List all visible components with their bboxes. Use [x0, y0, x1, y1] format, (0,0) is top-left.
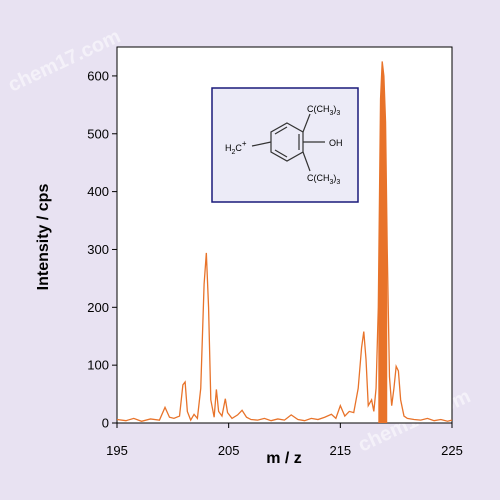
methylene-cation-label: H2C+: [225, 139, 247, 156]
x-tick-label: 205: [218, 443, 240, 458]
y-axis-title: Intensity / cps: [35, 184, 52, 291]
hydroxyl-label: OH: [329, 138, 343, 148]
benzene-ring: [251, 113, 325, 172]
inset-frame: [211, 87, 359, 203]
x-tick-label: 225: [441, 443, 463, 458]
y-tick-label: 400: [87, 184, 109, 199]
watermark-top: chem17.com: [5, 25, 124, 96]
y-tick-label: 500: [87, 126, 109, 141]
x-tick-label: 215: [329, 443, 351, 458]
spectrum-layer: [116, 61, 453, 423]
x-tick-label: 195: [106, 443, 128, 458]
ticks-layer: 0 100 200 300 400 500 600 195 205 215 225: [87, 68, 463, 458]
y-tick-label: 100: [87, 358, 109, 373]
substituent-bottom-label: C(CH3)3: [307, 173, 340, 186]
spectrum-line: [116, 61, 453, 422]
y-tick-label: 300: [87, 242, 109, 257]
y-tick-label: 0: [102, 416, 109, 431]
structure-inset: C(CH3)3 C(CH3)3 OH H2C+: [211, 87, 359, 203]
y-tick-label: 200: [87, 300, 109, 315]
substituent-top-label: C(CH3)3: [307, 104, 340, 117]
y-tick-label: 600: [87, 68, 109, 83]
x-axis-title: m / z: [266, 450, 302, 467]
